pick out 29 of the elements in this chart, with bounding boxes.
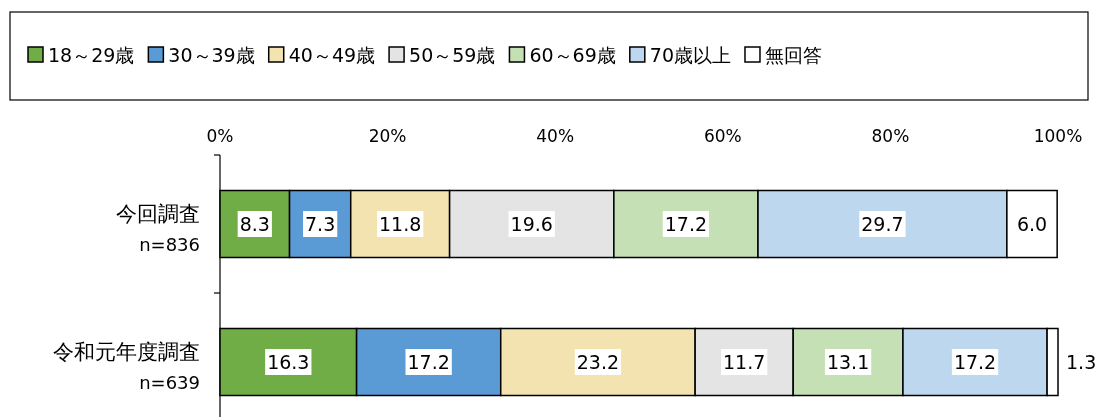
data-label: 13.1 (826, 351, 870, 373)
x-tick-label: 80% (871, 126, 910, 146)
data-label: 6.0 (1016, 213, 1048, 235)
x-tick-label: 40% (536, 126, 575, 146)
data-label: 19.6 (510, 213, 553, 235)
data-label: 16.3 (267, 351, 310, 373)
data-label: 1.3 (1066, 351, 1097, 373)
legend-label: 40～49歳 (288, 44, 376, 66)
data-label: 17.2 (664, 213, 708, 235)
legend-label: 18～29歳 (48, 44, 135, 66)
legend-label: 50～59歳 (409, 44, 496, 66)
x-tick-label: 0% (206, 126, 234, 146)
data-label: 23.2 (576, 351, 620, 373)
x-tick-label: 100% (1033, 126, 1083, 146)
data-label: 11.7 (723, 351, 766, 373)
y-tick-label: 今回調査 n=836 (116, 202, 200, 255)
data-label: 8.3 (239, 213, 270, 235)
y-tick-label: 令和元年度調査 n=639 (53, 340, 200, 393)
legend-label: 30～39歳 (168, 44, 255, 66)
legend-label: 60～69歳 (529, 44, 616, 66)
data-label: 7.3 (305, 213, 336, 235)
legend-label: 70歳以上 (649, 44, 731, 66)
x-tick-label: 60% (703, 126, 742, 146)
data-label: 17.2 (407, 351, 450, 373)
x-tick-label: 20% (368, 126, 407, 146)
legend-label: 無回答 (764, 44, 822, 66)
data-label: 29.7 (861, 213, 904, 235)
data-label: 11.8 (379, 213, 422, 235)
data-label: 17.2 (953, 351, 997, 373)
